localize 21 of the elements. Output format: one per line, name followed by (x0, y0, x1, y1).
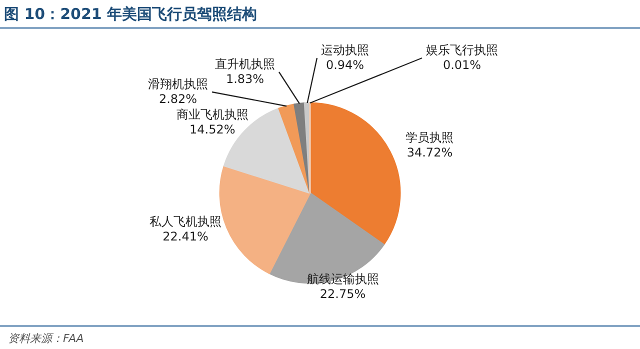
pie-slice (309, 102, 401, 246)
data-label: 2.82% (158, 92, 198, 106)
slice-label: 娱乐飞行执照 (426, 43, 498, 57)
slice-label: 直升机执照 (215, 57, 275, 71)
data-label: 0.94% (326, 58, 364, 72)
data-label: 22.75% (320, 287, 366, 302)
data-label: 1.83% (226, 72, 264, 86)
slice-label: 滑翔机执照 (148, 77, 208, 91)
slice-label: 私人飞机执照 (150, 214, 222, 228)
data-label: 14.52% (190, 122, 236, 137)
data-label: 0.01% (442, 58, 482, 72)
chart-title: 图 10：2021 年美国飞行员驾照结构 (4, 5, 258, 23)
slice-label: 航线运输执照 (306, 272, 379, 286)
slice-label: 运动执照 (321, 43, 369, 57)
pie-slice (219, 165, 311, 274)
pie-slice (268, 192, 384, 284)
text: 资料来源：FAA (8, 332, 84, 345)
data-label: 34.72% (406, 145, 453, 160)
slice-label: 商业飞机执照 (176, 108, 248, 122)
data-label: 22.41% (162, 229, 208, 244)
slice-label: 学员执照 (406, 130, 454, 144)
